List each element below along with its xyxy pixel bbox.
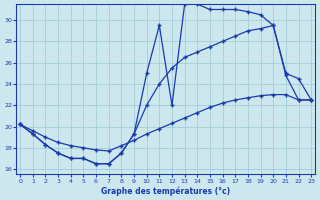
X-axis label: Graphe des températures (°c): Graphe des températures (°c) [101, 186, 230, 196]
